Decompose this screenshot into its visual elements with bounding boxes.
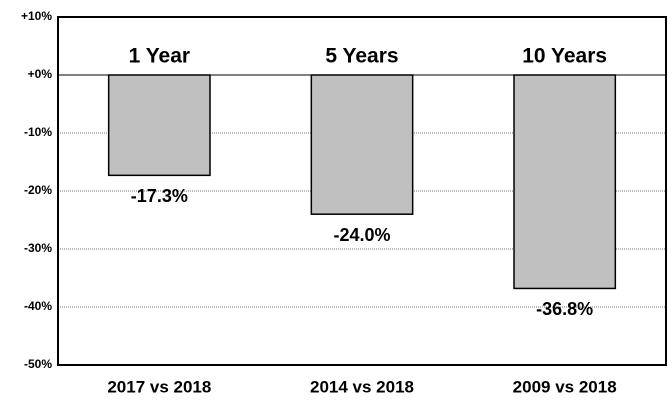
y-tick-label: -30%	[24, 241, 52, 255]
x-tick-label: 2017 vs 2018	[107, 377, 211, 396]
y-tick-label: +0%	[28, 67, 53, 81]
y-tick-label: -20%	[24, 183, 52, 197]
bar-annotation: 1 Year	[129, 45, 191, 68]
plot-frame	[57, 16, 667, 366]
bar-annotation: 10 Years	[522, 45, 607, 68]
value-label: -17.3%	[131, 186, 188, 206]
value-label: -24.0%	[333, 225, 390, 245]
bar	[107, 74, 211, 177]
y-tick-label: -40%	[24, 299, 52, 313]
y-tick-label: -10%	[24, 125, 52, 139]
value-label: -36.8%	[536, 299, 593, 319]
x-tick-label: 2009 vs 2018	[513, 377, 617, 396]
bar	[310, 74, 414, 215]
x-tick-label: 2014 vs 2018	[310, 377, 414, 396]
bar-annotation: 5 Years	[325, 45, 398, 68]
y-tick-label: -50%	[24, 357, 52, 371]
bar	[513, 74, 617, 290]
y-tick-label: +10%	[21, 9, 52, 23]
